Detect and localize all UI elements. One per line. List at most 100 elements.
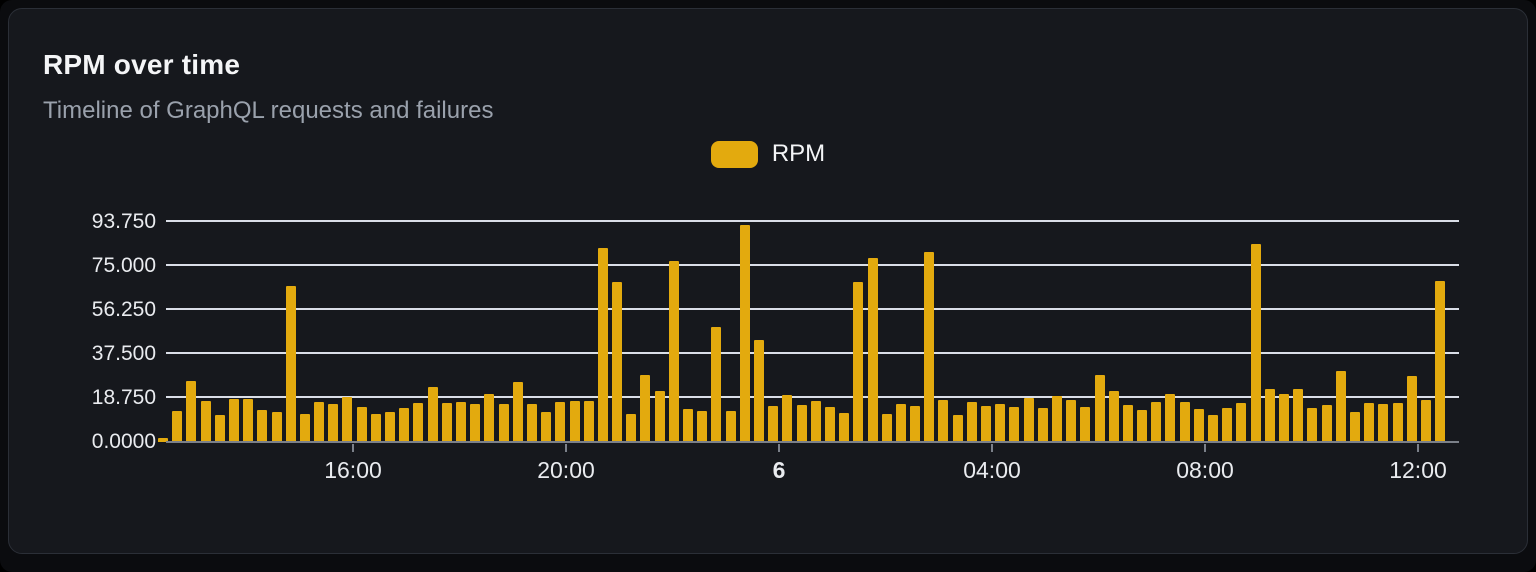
bar[interactable] xyxy=(1208,415,1219,442)
bar[interactable] xyxy=(186,381,197,442)
bar[interactable] xyxy=(768,406,779,442)
bar[interactable] xyxy=(385,412,396,442)
bar[interactable] xyxy=(910,406,921,442)
x-tick-20:00 xyxy=(565,444,567,452)
bar[interactable] xyxy=(214,415,225,442)
gridline-75 xyxy=(166,264,1459,266)
bar[interactable] xyxy=(782,395,793,442)
bar[interactable] xyxy=(541,412,552,442)
bar[interactable] xyxy=(924,252,935,442)
bar[interactable] xyxy=(1066,400,1077,442)
bar[interactable] xyxy=(1335,371,1346,442)
bar[interactable] xyxy=(668,261,679,442)
bar[interactable] xyxy=(1349,412,1360,442)
x-tick-label-04:00: 04:00 xyxy=(963,457,1021,483)
bar[interactable] xyxy=(1378,404,1389,442)
y-tick-label-56.250: 56.250 xyxy=(91,297,156,321)
bar[interactable] xyxy=(597,248,608,442)
bar[interactable] xyxy=(285,286,296,442)
bar[interactable] xyxy=(441,403,452,442)
bar[interactable] xyxy=(981,406,992,442)
bar[interactable] xyxy=(697,411,708,442)
bar[interactable] xyxy=(413,403,424,442)
bar[interactable] xyxy=(626,414,637,442)
bar[interactable] xyxy=(470,404,481,442)
bar[interactable] xyxy=(895,404,906,442)
bar[interactable] xyxy=(1264,389,1275,442)
bar[interactable] xyxy=(824,407,835,442)
gridline-93.75 xyxy=(166,220,1459,222)
bar[interactable] xyxy=(612,282,623,442)
bar[interactable] xyxy=(1080,407,1091,442)
chart-title: RPM over time xyxy=(43,49,241,80)
bar[interactable] xyxy=(1151,402,1162,442)
bar[interactable] xyxy=(1250,244,1261,442)
bar[interactable] xyxy=(243,399,254,442)
bar[interactable] xyxy=(867,258,878,442)
bar[interactable] xyxy=(1094,375,1105,442)
bar[interactable] xyxy=(328,404,339,442)
bar[interactable] xyxy=(1137,410,1148,442)
bar[interactable] xyxy=(839,413,850,442)
bar[interactable] xyxy=(370,414,381,442)
bar[interactable] xyxy=(271,412,282,442)
x-tick-04:00 xyxy=(991,444,993,452)
bar[interactable] xyxy=(952,415,963,442)
bar[interactable] xyxy=(484,394,495,442)
bar[interactable] xyxy=(1179,402,1190,442)
bar[interactable] xyxy=(342,397,353,442)
bar[interactable] xyxy=(853,282,864,442)
bar[interactable] xyxy=(583,401,594,442)
bar[interactable] xyxy=(1420,400,1431,442)
bar[interactable] xyxy=(1279,394,1289,442)
bar[interactable] xyxy=(455,402,466,442)
bar[interactable] xyxy=(158,438,168,442)
bar[interactable] xyxy=(1293,389,1304,442)
bar[interactable] xyxy=(796,405,807,442)
bar[interactable] xyxy=(640,375,651,442)
bar[interactable] xyxy=(228,399,239,442)
bar[interactable] xyxy=(356,407,367,442)
bar[interactable] xyxy=(498,404,509,442)
bar[interactable] xyxy=(753,340,764,442)
bar[interactable] xyxy=(881,414,892,442)
bar[interactable] xyxy=(172,411,183,442)
bar[interactable] xyxy=(1023,398,1034,442)
bar[interactable] xyxy=(257,410,268,442)
bar[interactable] xyxy=(739,225,750,442)
bar[interactable] xyxy=(526,404,537,442)
bar[interactable] xyxy=(1009,407,1020,442)
bar[interactable] xyxy=(1165,394,1176,442)
bar[interactable] xyxy=(299,414,310,442)
bar[interactable] xyxy=(1236,403,1247,442)
bar[interactable] xyxy=(555,402,566,442)
bar[interactable] xyxy=(399,408,410,442)
bar[interactable] xyxy=(314,402,325,442)
bar[interactable] xyxy=(654,391,665,442)
bar[interactable] xyxy=(1392,403,1403,442)
bar[interactable] xyxy=(1037,408,1048,442)
bar[interactable] xyxy=(1051,396,1062,442)
bar[interactable] xyxy=(995,404,1006,442)
bar[interactable] xyxy=(1435,281,1446,442)
bar[interactable] xyxy=(1307,408,1318,442)
bar[interactable] xyxy=(938,400,949,442)
bar[interactable] xyxy=(711,327,722,442)
bar[interactable] xyxy=(1321,405,1332,442)
bar[interactable] xyxy=(966,402,977,442)
bar[interactable] xyxy=(1108,391,1119,442)
bar[interactable] xyxy=(1222,408,1233,442)
bar[interactable] xyxy=(200,401,211,442)
bar[interactable] xyxy=(1193,409,1204,442)
bar[interactable] xyxy=(569,401,580,442)
legend-item-rpm[interactable]: RPM xyxy=(710,140,825,168)
bar[interactable] xyxy=(725,411,736,442)
bar[interactable] xyxy=(1406,376,1417,442)
bar[interactable] xyxy=(427,387,438,442)
bar[interactable] xyxy=(810,401,821,442)
bar[interactable] xyxy=(512,382,523,442)
bar[interactable] xyxy=(1122,405,1133,442)
bar[interactable] xyxy=(1364,403,1375,442)
bar[interactable] xyxy=(683,409,694,442)
